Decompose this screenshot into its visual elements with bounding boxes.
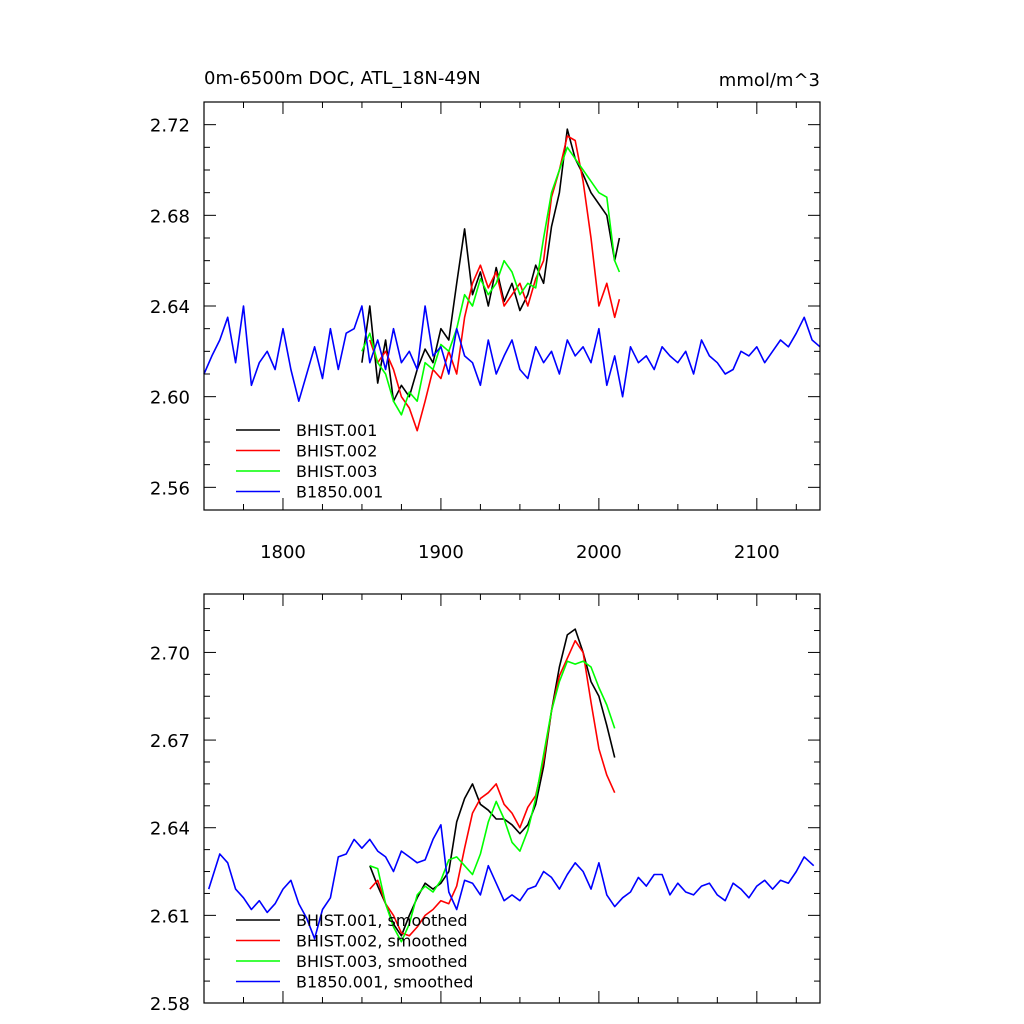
y-tick-label: 2.67 xyxy=(150,731,190,752)
series-line-bhist-002-smoothed xyxy=(369,639,616,937)
y-tick-label: 2.70 xyxy=(150,643,190,664)
legend-label: BHIST.003 xyxy=(296,462,377,481)
legend-label: B1850.001, smoothed xyxy=(296,973,473,992)
y-tick-label: 2.64 xyxy=(150,819,190,840)
series-line-bhist-002 xyxy=(369,135,621,432)
legend-label: BHIST.001 xyxy=(296,421,377,440)
bottom-panel-plot-area: 2.58 2.61 2.64 2.67 2.70 xyxy=(150,593,821,1015)
x-tick-label: 1900 xyxy=(418,542,464,563)
plot-frame xyxy=(203,593,821,1004)
legend-label: B1850.001 xyxy=(296,483,383,502)
bottom-panel-legend: BHIST.001, smoothed BHIST.002, smoothedBH… xyxy=(236,911,473,992)
y-tick-label: 2.56 xyxy=(150,478,190,499)
y-tick-label: 2.72 xyxy=(150,116,190,137)
series-line-b1850-001 xyxy=(203,305,821,403)
top-panel-units: mmol/m^3 xyxy=(719,70,820,91)
y-tick-label: 2.68 xyxy=(150,206,190,227)
series-line-bhist-003-smoothed xyxy=(369,660,616,943)
legend-label: BHIST.001, smoothed xyxy=(296,911,467,930)
legend-label: BHIST.002 xyxy=(296,442,377,461)
top-panel-plot-area: 2.56 2.60 2.64 2.68 2.72 1800 1900 2000 2100 xyxy=(150,101,821,563)
x-tick-label: 1800 xyxy=(260,542,306,563)
series-line-b1850-001-smoothed xyxy=(207,823,815,940)
series-line-bhist-001-smoothed xyxy=(369,628,616,937)
top-panel: 0m-6500m DOC, ATL_18N-49N mmol/m^3 2.562… xyxy=(150,68,821,563)
top-panel-title: 0m-6500m DOC, ATL_18N-49N xyxy=(204,68,481,89)
y-tick-label: 2.58 xyxy=(150,994,190,1015)
x-tick-label: 2100 xyxy=(734,542,780,563)
legend-label: BHIST.003, smoothed xyxy=(296,952,467,971)
bottom-panel: 2.58 2.61 2.64 2.67 2.70 BHIST.001, smoothed… xyxy=(150,593,821,1015)
series-line-bhist-003 xyxy=(361,146,621,416)
legend-label: BHIST.002, smoothed xyxy=(296,932,467,951)
series-line-bhist-001 xyxy=(361,128,621,403)
y-tick-label: 2.64 xyxy=(150,297,190,318)
y-tick-label: 2.61 xyxy=(150,906,190,927)
y-tick-label: 2.60 xyxy=(150,388,190,409)
x-tick-label: 2000 xyxy=(576,542,622,563)
